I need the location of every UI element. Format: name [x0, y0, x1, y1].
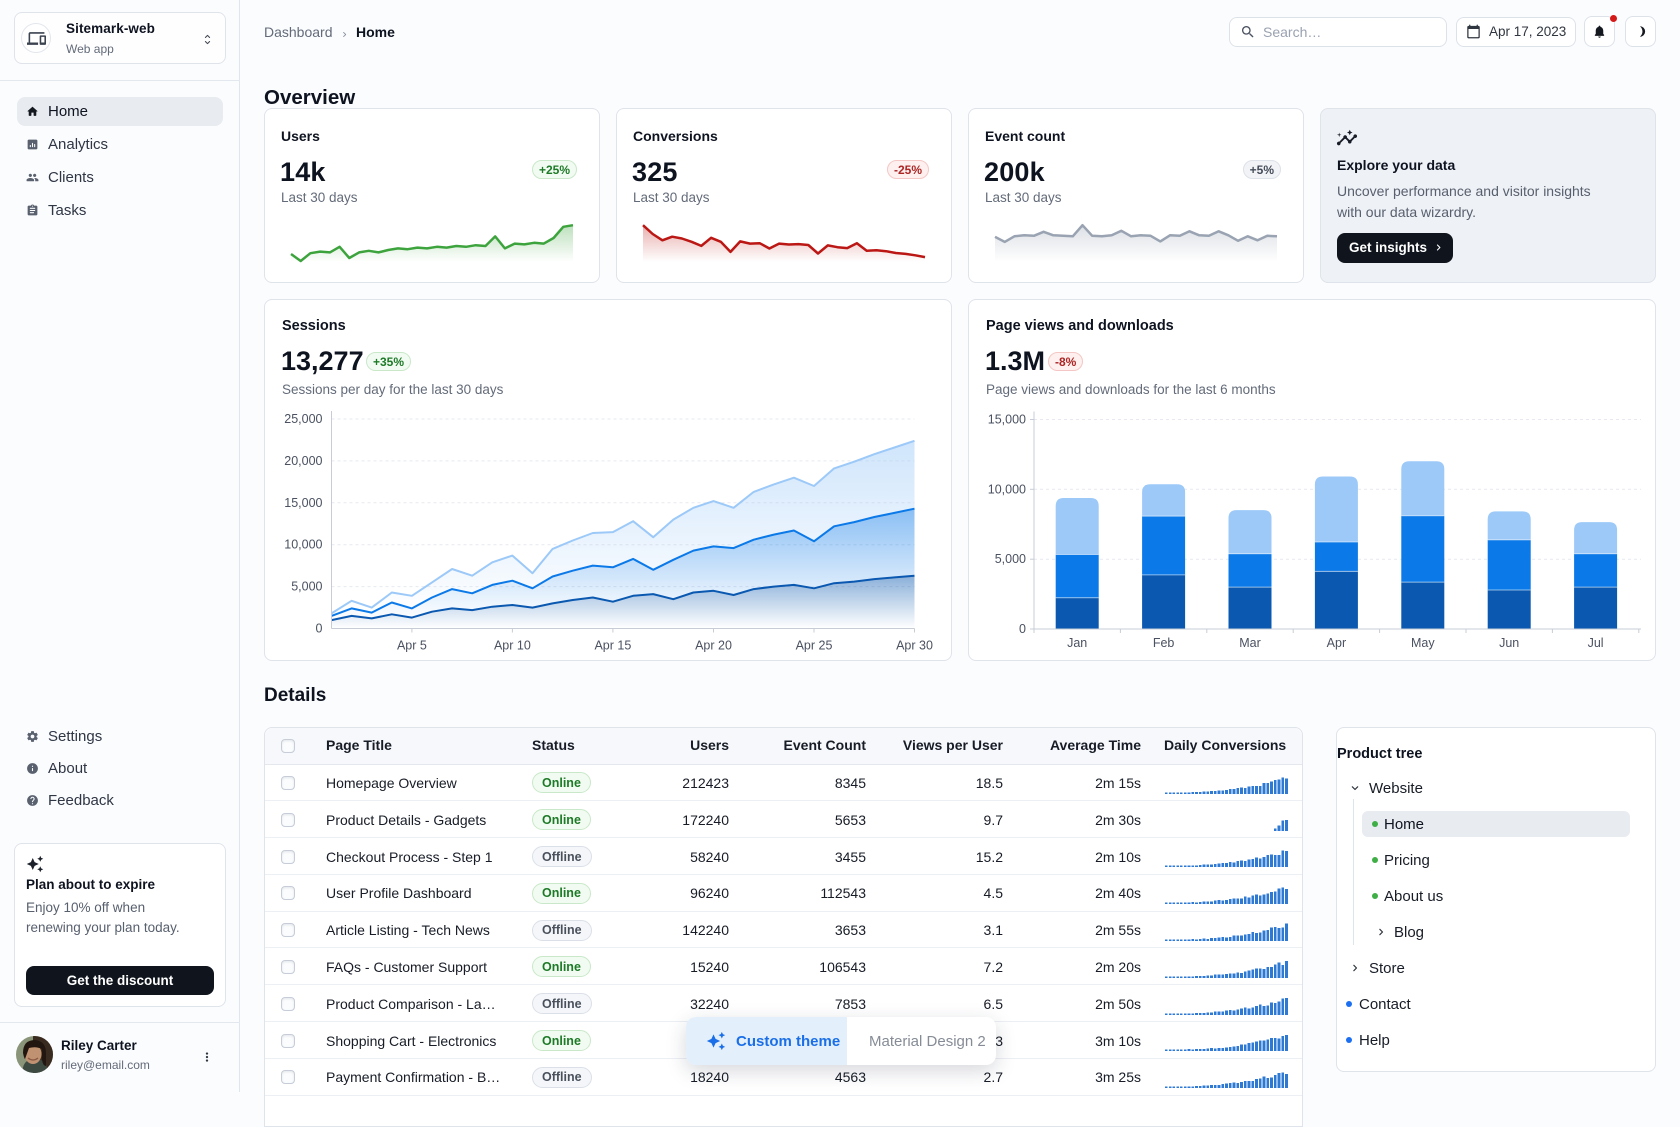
svg-text:Apr 20: Apr 20 — [695, 639, 732, 653]
svg-text:Apr 30: Apr 30 — [896, 639, 933, 653]
svg-text:25,000: 25,000 — [284, 412, 322, 426]
svg-text:Apr: Apr — [1327, 636, 1346, 650]
svg-text:20,000: 20,000 — [284, 454, 322, 468]
svg-text:Jan: Jan — [1067, 636, 1087, 650]
svg-text:10,000: 10,000 — [988, 482, 1026, 496]
svg-text:0: 0 — [316, 622, 323, 636]
svg-text:Feb: Feb — [1153, 636, 1175, 650]
svg-text:15,000: 15,000 — [284, 496, 322, 510]
svg-text:10,000: 10,000 — [284, 538, 322, 552]
svg-text:Jul: Jul — [1588, 636, 1604, 650]
svg-text:0: 0 — [1019, 622, 1026, 636]
svg-text:May: May — [1411, 636, 1435, 650]
svg-text:Jun: Jun — [1499, 636, 1519, 650]
svg-text:Apr 5: Apr 5 — [397, 639, 427, 653]
svg-text:Apr 25: Apr 25 — [796, 639, 833, 653]
svg-text:15,000: 15,000 — [988, 413, 1026, 427]
svg-text:Mar: Mar — [1239, 636, 1261, 650]
svg-text:Apr 10: Apr 10 — [494, 639, 531, 653]
svg-text:5,000: 5,000 — [995, 552, 1026, 566]
svg-text:5,000: 5,000 — [291, 580, 322, 594]
svg-text:Apr 15: Apr 15 — [594, 639, 631, 653]
